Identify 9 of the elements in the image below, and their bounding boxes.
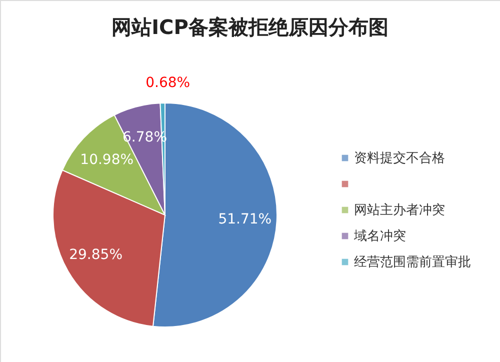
data-label: 10.98% xyxy=(80,152,134,168)
chart-title: 网站ICP备案被拒绝原因分布图 xyxy=(112,15,388,39)
data-label: 0.68% xyxy=(146,75,190,92)
data-label: 51.71% xyxy=(218,211,272,228)
data-label: 29.85% xyxy=(69,247,122,264)
legend-label: 网站主办者冲突 xyxy=(354,202,445,218)
legend-label: 资料提交不合格 xyxy=(354,150,445,166)
legend-label: 经营范围需前置审批 xyxy=(354,254,471,270)
legend-label: 域名冲突 xyxy=(353,229,406,244)
